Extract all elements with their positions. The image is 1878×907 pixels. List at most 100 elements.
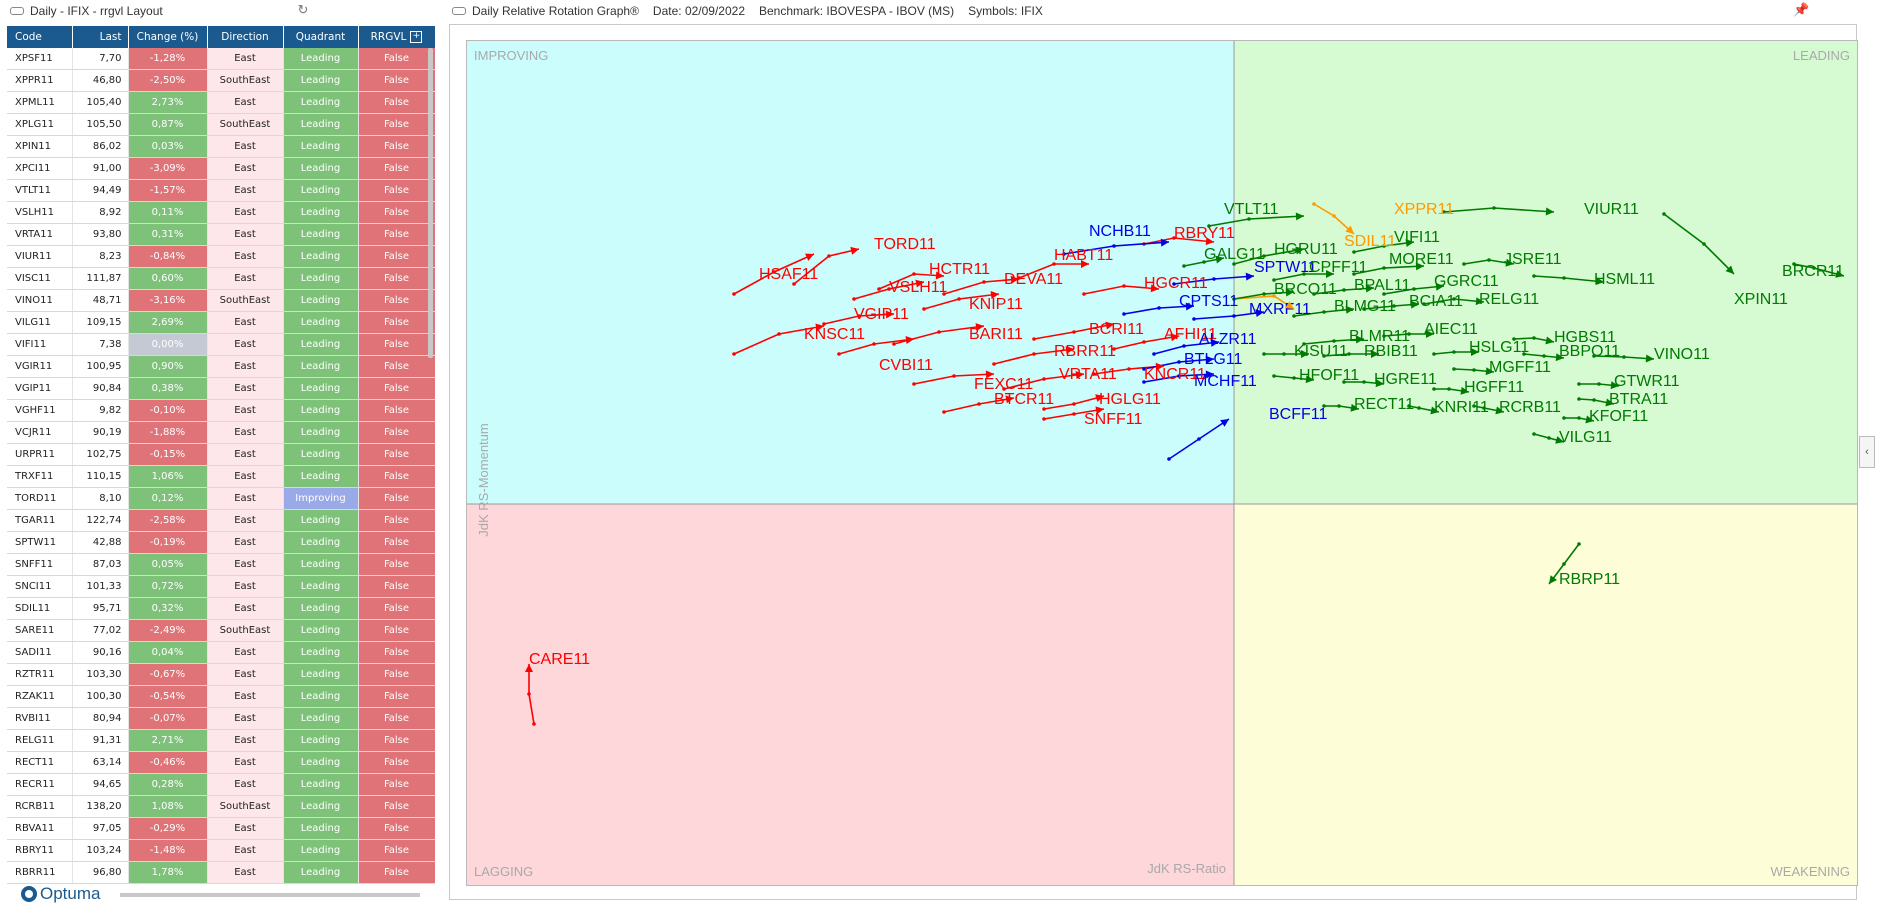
table-row[interactable]: SADI11 90,16 0,04% East Leading False: [7, 641, 435, 664]
symbol-head-arrow[interactable]: [1505, 258, 1514, 267]
symbol-label[interactable]: BTLG11: [1184, 351, 1243, 368]
symbol-head-arrow[interactable]: [1426, 330, 1434, 338]
symbol-label[interactable]: CPTS11: [1179, 293, 1238, 310]
symbol-label[interactable]: HFOF11: [1299, 367, 1359, 384]
symbol-head-arrow[interactable]: [985, 370, 994, 379]
table-row[interactable]: SDIL11 95,71 0,32% East Leading False: [7, 597, 435, 620]
table-row[interactable]: VGIR11 100,95 0,90% East Leading False: [7, 355, 435, 378]
table-row[interactable]: XPLG11 105,50 0,87% SouthEast Leading False: [7, 113, 435, 136]
symbol-head-arrow[interactable]: [1095, 406, 1104, 415]
symbol-label[interactable]: JSRE11: [1504, 251, 1562, 268]
table-row[interactable]: RZAK11 100,30 -0,54% East Leading False: [7, 685, 435, 708]
symbol-head-arrow[interactable]: [1160, 238, 1169, 247]
symbol-head-arrow[interactable]: [1475, 297, 1484, 306]
symbol-label[interactable]: KFOF11: [1589, 408, 1648, 425]
symbol-head-arrow[interactable]: [805, 253, 814, 261]
table-row[interactable]: RVBI11 80,94 -0,07% East Leading False: [7, 707, 435, 730]
symbol-label[interactable]: VILG11: [1559, 429, 1612, 446]
symbol-head-arrow[interactable]: [1295, 246, 1304, 255]
symbol-head-arrow[interactable]: [885, 310, 894, 319]
symbol-head-arrow[interactable]: [1485, 367, 1494, 376]
symbol-label[interactable]: ALZR11: [1199, 331, 1257, 348]
symbol-head-arrow[interactable]: [1430, 406, 1439, 415]
window-menu-icon[interactable]: [452, 7, 466, 15]
symbol-label[interactable]: KNRI11: [1434, 399, 1489, 416]
symbol-head-arrow[interactable]: [850, 246, 859, 255]
symbol-head-arrow[interactable]: [1301, 350, 1309, 358]
symbol-label[interactable]: HGFF11: [1464, 379, 1524, 396]
symbol-head-arrow[interactable]: [1215, 255, 1224, 264]
symbol-head-arrow[interactable]: [1285, 288, 1294, 297]
table-row[interactable]: VSLH11 8,92 0,11% East Leading False: [7, 201, 435, 224]
symbol-label[interactable]: VINO11: [1654, 346, 1710, 363]
symbol-head-arrow[interactable]: [1010, 275, 1019, 284]
table-row[interactable]: TRXF11 110,15 1,06% East Leading False: [7, 465, 435, 488]
table-row[interactable]: SARE11 77,02 -2,49% SouthEast Leading False: [7, 619, 435, 642]
symbol-label[interactable]: GTWR11: [1614, 373, 1680, 390]
symbol-head-arrow[interactable]: [1220, 419, 1229, 427]
symbol-label[interactable]: MORE11: [1389, 251, 1454, 268]
symbol-label[interactable]: FEXC11: [974, 376, 1033, 393]
symbol-label[interactable]: VSLH11: [889, 279, 948, 296]
table-row[interactable]: RBVA11 97,05 -0,29% East Leading False: [7, 817, 435, 840]
column-header-code[interactable]: Code: [7, 26, 73, 48]
column-header-direction[interactable]: Direction: [207, 26, 284, 48]
symbol-head-arrow[interactable]: [1185, 302, 1194, 311]
symbol-label[interactable]: CARE11: [529, 651, 590, 668]
symbol-label[interactable]: HGBS11: [1554, 329, 1616, 346]
symbol-label[interactable]: KNCR11: [1144, 366, 1206, 383]
rrg-chart[interactable]: IMPROVING LEADING LAGGING WEAKENING JdK …: [466, 40, 1858, 886]
window-menu-icon[interactable]: [10, 7, 24, 15]
symbol-head-arrow[interactable]: [975, 323, 984, 332]
symbol-head-arrow[interactable]: [1595, 277, 1604, 286]
table-row[interactable]: TORD11 8,10 0,12% East Improving False: [7, 487, 435, 510]
symbol-label[interactable]: KISU11: [1294, 343, 1348, 360]
symbol-label[interactable]: AIEC11: [1424, 321, 1478, 338]
symbol-label[interactable]: TORD11: [874, 236, 936, 253]
symbol-label[interactable]: HSLG11: [1469, 339, 1529, 356]
symbol-label[interactable]: AFHI11: [1164, 326, 1217, 343]
symbol-label[interactable]: BRCR11: [1782, 263, 1844, 280]
symbol-head-arrow[interactable]: [525, 664, 533, 672]
symbol-head-arrow[interactable]: [1545, 336, 1554, 345]
symbol-label[interactable]: RECT11: [1354, 396, 1414, 413]
symbol-label[interactable]: DEVA11: [1004, 271, 1063, 288]
symbol-label[interactable]: BCFF11: [1269, 406, 1327, 423]
symbol-label[interactable]: BTRA11: [1609, 391, 1668, 408]
symbol-head-arrow[interactable]: [1725, 265, 1734, 274]
vertical-scrollbar[interactable]: [428, 48, 433, 358]
symbol-label[interactable]: HSML11: [1594, 271, 1655, 288]
table-row[interactable]: VILG11 109,15 2,69% East Leading False: [7, 311, 435, 334]
symbol-label[interactable]: VRTA11: [1059, 366, 1117, 383]
symbol-label[interactable]: SPTW11: [1254, 259, 1317, 276]
symbol-label[interactable]: KNSC11: [804, 326, 865, 343]
symbol-head-arrow[interactable]: [1495, 406, 1504, 415]
table-row[interactable]: XPIN11 86,02 0,03% East Leading False: [7, 135, 435, 158]
symbol-head-arrow[interactable]: [1585, 415, 1594, 424]
symbol-head-arrow[interactable]: [1150, 284, 1159, 293]
horizontal-scrollbar[interactable]: [120, 893, 420, 897]
table-row[interactable]: RBRR11 96,80 1,78% East Leading False: [7, 861, 435, 884]
symbol-head-arrow[interactable]: [1155, 362, 1164, 371]
table-row[interactable]: RELG11 91,31 2,71% East Leading False: [7, 729, 435, 752]
table-row[interactable]: VINO11 48,71 -3,16% SouthEast Leading False: [7, 289, 435, 312]
symbol-label[interactable]: VIUR11: [1584, 201, 1639, 218]
table-row[interactable]: VTLT11 94,49 -1,57% East Leading False: [7, 179, 435, 202]
table-row[interactable]: SNCI11 101,33 0,72% East Leading False: [7, 575, 435, 598]
symbol-head-arrow[interactable]: [1205, 237, 1214, 246]
refresh-icon[interactable]: ↻: [297, 2, 309, 17]
symbol-label[interactable]: SNFF11: [1084, 411, 1142, 428]
symbol-label[interactable]: BTCR11: [994, 391, 1054, 408]
symbol-head-arrow[interactable]: [1305, 375, 1314, 384]
symbol-head-arrow[interactable]: [935, 271, 944, 280]
table-row[interactable]: VCJR11 90,19 -1,88% East Leading False: [7, 421, 435, 444]
symbol-head-arrow[interactable]: [1255, 309, 1264, 318]
symbol-label[interactable]: NCHB11: [1089, 223, 1151, 240]
symbol-label[interactable]: VTLT11: [1224, 201, 1279, 218]
symbol-head-arrow[interactable]: [905, 336, 914, 344]
symbol-label[interactable]: MXRF11: [1249, 301, 1311, 318]
table-row[interactable]: XPML11 105,40 2,73% East Leading False: [7, 91, 435, 114]
symbol-label[interactable]: HGCR11: [1144, 275, 1208, 292]
symbol-head-arrow[interactable]: [1435, 282, 1444, 291]
symbol-head-arrow[interactable]: [1205, 355, 1214, 364]
